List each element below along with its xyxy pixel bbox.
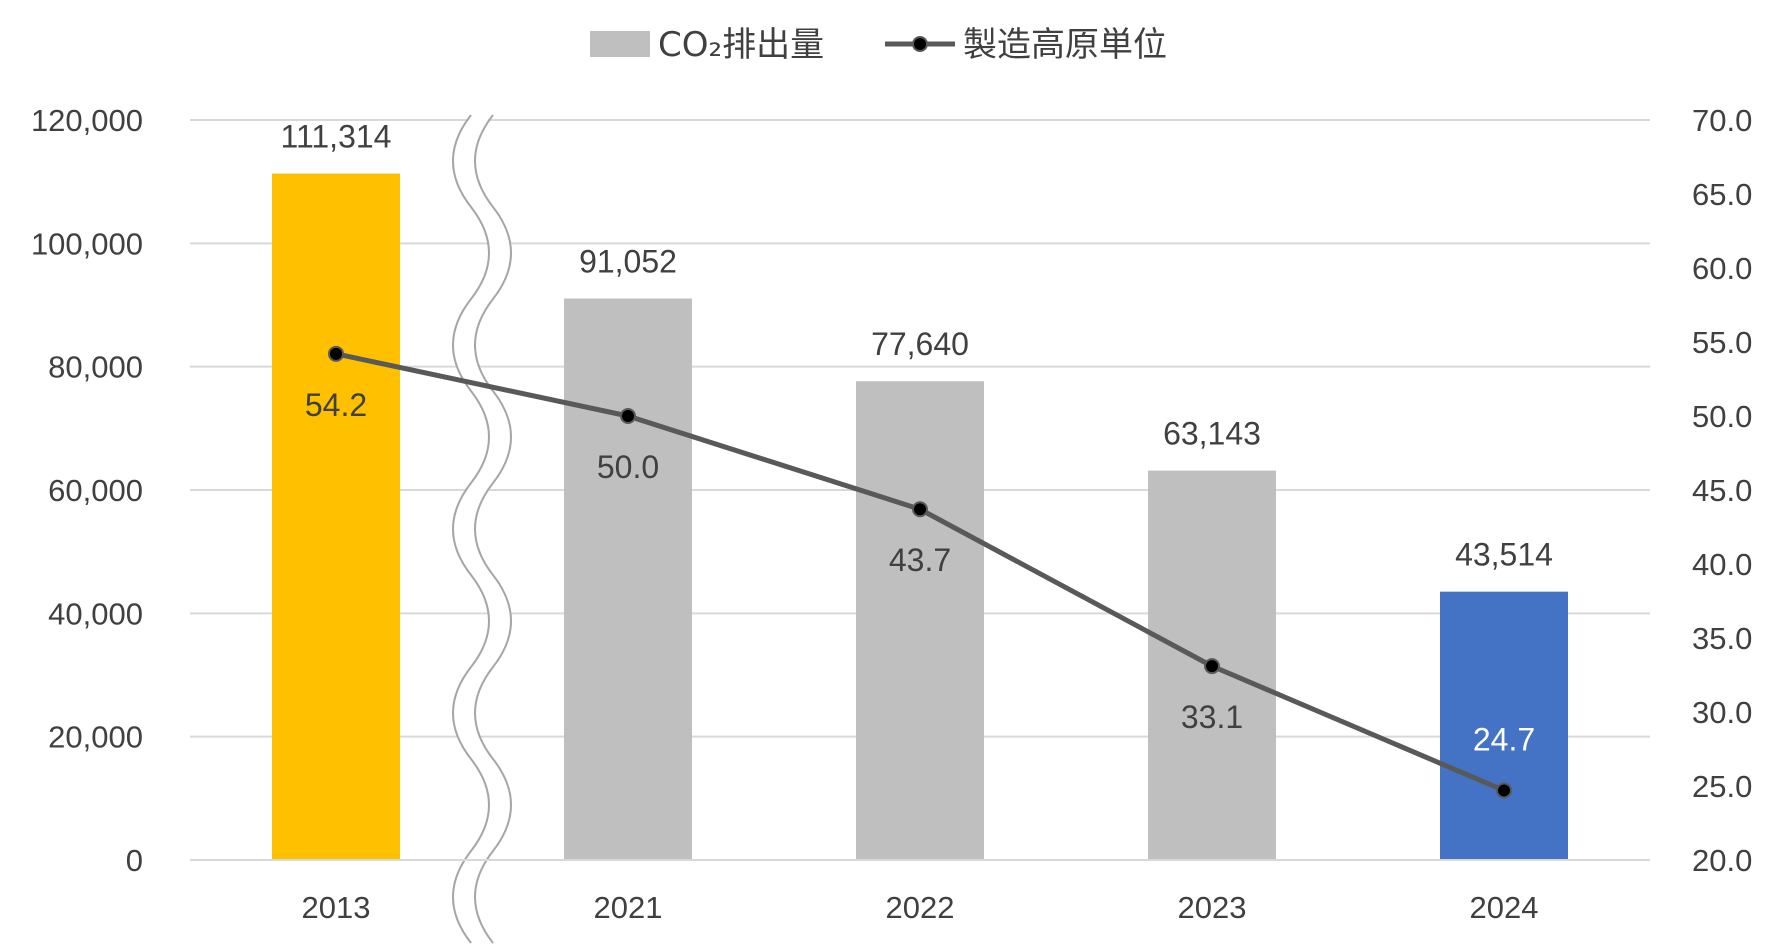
bar-value-label: 91,052: [579, 244, 677, 280]
y-left-tick-label: 120,000: [31, 103, 143, 138]
y-left-tick-label: 60,000: [48, 473, 143, 508]
y-right-tick-label: 25.0: [1692, 769, 1752, 804]
bar-2021: [564, 298, 692, 860]
y-right-tick-label: 55.0: [1692, 325, 1752, 360]
axis-break-line: [474, 114, 512, 944]
y-right-tick-label: 40.0: [1692, 547, 1752, 582]
line-point-2022: [912, 501, 928, 518]
y-left-tick-label: 80,000: [48, 350, 143, 385]
bar-2013: [272, 173, 400, 860]
x-category-label: 2024: [1470, 890, 1539, 925]
y-right-tick-label: 30.0: [1692, 695, 1752, 730]
x-category-label: 2013: [302, 890, 371, 925]
line-value-label: 43.7: [889, 542, 951, 578]
y-right-tick-label: 45.0: [1692, 473, 1752, 508]
bar-value-label: 111,314: [281, 119, 392, 155]
y-left-tick-label: 100,000: [31, 226, 143, 261]
line-value-label: 33.1: [1181, 699, 1243, 735]
bar-value-label: 43,514: [1455, 537, 1553, 573]
y-right-tick-label: 60.0: [1692, 251, 1752, 286]
line-value-label: 50.0: [597, 449, 659, 485]
y-right-tick-label: 20.0: [1692, 843, 1752, 878]
legend-label-line: 製造高原単位: [963, 25, 1167, 65]
y-left-tick-label: 40,000: [48, 596, 143, 631]
x-category-label: 2022: [886, 890, 955, 925]
y-right-tick-label: 65.0: [1692, 177, 1752, 212]
bar-2024: [1440, 591, 1568, 860]
y-right-tick-label: 35.0: [1692, 621, 1752, 656]
legend-swatch-bar: [590, 31, 650, 57]
bar-2022: [856, 381, 984, 860]
axis-break-band: [454, 108, 510, 944]
x-category-label: 2023: [1178, 890, 1247, 925]
line-point-2023: [1204, 658, 1220, 675]
line-value-label: 54.2: [305, 387, 367, 423]
line-point-2024: [1496, 782, 1512, 799]
line-value-label: 24.7: [1473, 721, 1535, 757]
y-right-tick-label: 70.0: [1692, 103, 1752, 138]
bar-value-label: 77,640: [871, 326, 969, 362]
y-left-tick-label: 0: [126, 843, 143, 878]
y-left-tick-label: 20,000: [48, 720, 143, 755]
legend-swatch-marker: [912, 36, 928, 52]
bar-value-label: 63,143: [1163, 416, 1261, 452]
line-point-2021: [620, 408, 636, 424]
legend-label-bar: CO₂排出量: [658, 25, 824, 65]
y-right-tick-label: 50.0: [1692, 399, 1752, 434]
axis-break-line: [452, 114, 490, 944]
line-point-2013: [328, 345, 344, 362]
x-category-label: 2021: [594, 890, 663, 925]
